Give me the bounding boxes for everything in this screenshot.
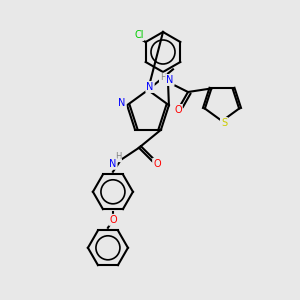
Text: S: S	[221, 118, 227, 128]
Text: N: N	[118, 98, 126, 108]
Text: N: N	[109, 159, 117, 169]
Text: O: O	[153, 159, 161, 169]
Text: H: H	[115, 152, 121, 161]
Text: O: O	[174, 105, 182, 115]
Text: N: N	[166, 75, 174, 85]
Text: N: N	[146, 82, 154, 92]
Text: O: O	[109, 215, 117, 225]
Text: H: H	[160, 74, 166, 82]
Text: Cl: Cl	[134, 30, 143, 40]
